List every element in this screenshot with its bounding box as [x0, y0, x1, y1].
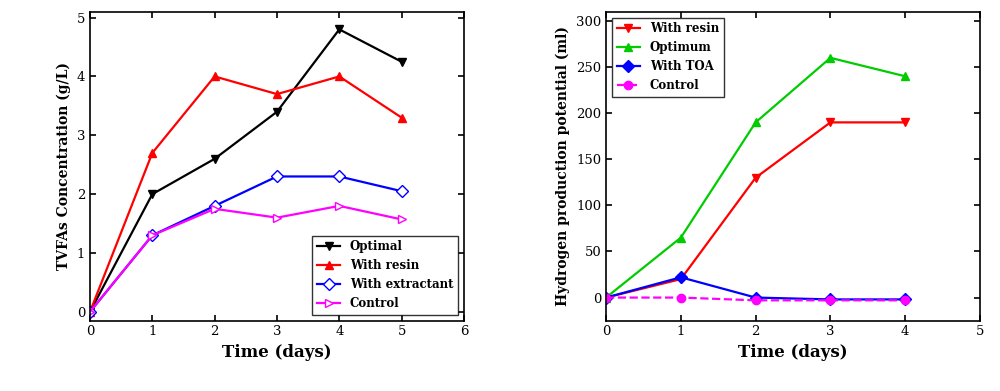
With resin	[600, 295, 612, 300]
Optimal	[84, 309, 96, 314]
Y-axis label: Hydrogen production potential (ml): Hydrogen production potential (ml)	[556, 26, 570, 306]
With resin	[146, 151, 158, 155]
With resin	[271, 92, 283, 97]
Optimum	[600, 295, 612, 300]
Line: With resin: With resin	[86, 72, 406, 316]
With extractant	[333, 174, 345, 179]
With extractant	[209, 204, 221, 208]
With TOA	[675, 275, 687, 280]
With resin	[750, 175, 762, 180]
Line: With extractant: With extractant	[86, 172, 406, 316]
With TOA	[899, 297, 911, 302]
Control	[600, 295, 612, 300]
Control	[899, 298, 911, 303]
X-axis label: Time (days): Time (days)	[738, 344, 848, 361]
Control	[146, 233, 158, 238]
With extractant	[84, 309, 96, 314]
Control	[333, 204, 345, 208]
Y-axis label: TVFAs Concentration (g/L): TVFAs Concentration (g/L)	[57, 62, 71, 270]
Optimal	[209, 156, 221, 161]
Control	[750, 298, 762, 303]
Optimum	[675, 235, 687, 240]
Optimal	[146, 192, 158, 196]
Optimum	[824, 56, 836, 60]
With resin	[333, 74, 345, 79]
With extractant	[396, 189, 408, 194]
Legend: Optimal, With resin, With extractant, Control: Optimal, With resin, With extractant, Co…	[312, 235, 458, 315]
Optimum	[750, 120, 762, 125]
Control	[209, 206, 221, 211]
Line: Optimum: Optimum	[602, 54, 909, 302]
With resin	[824, 120, 836, 125]
With TOA	[750, 295, 762, 300]
Optimum	[899, 74, 911, 79]
With resin	[209, 74, 221, 79]
Line: Control: Control	[602, 293, 909, 305]
With resin	[675, 277, 687, 282]
With TOA	[824, 297, 836, 302]
Control	[271, 215, 283, 220]
Control	[84, 309, 96, 314]
Control	[824, 298, 836, 303]
With resin	[396, 115, 408, 120]
Optimal	[271, 109, 283, 114]
Optimal	[396, 59, 408, 64]
Line: With resin: With resin	[602, 118, 909, 302]
With extractant	[271, 174, 283, 179]
Line: Optimal: Optimal	[86, 25, 406, 316]
With resin	[84, 309, 96, 314]
Control	[675, 295, 687, 300]
With extractant	[146, 233, 158, 238]
With resin	[899, 120, 911, 125]
Line: With TOA: With TOA	[602, 273, 909, 303]
Optimal	[333, 27, 345, 32]
With TOA	[600, 295, 612, 300]
Line: Control: Control	[86, 202, 406, 316]
Control	[396, 217, 408, 222]
X-axis label: Time (days): Time (days)	[222, 344, 332, 361]
Legend: With resin, Optimum, With TOA, Control: With resin, Optimum, With TOA, Control	[612, 18, 724, 97]
